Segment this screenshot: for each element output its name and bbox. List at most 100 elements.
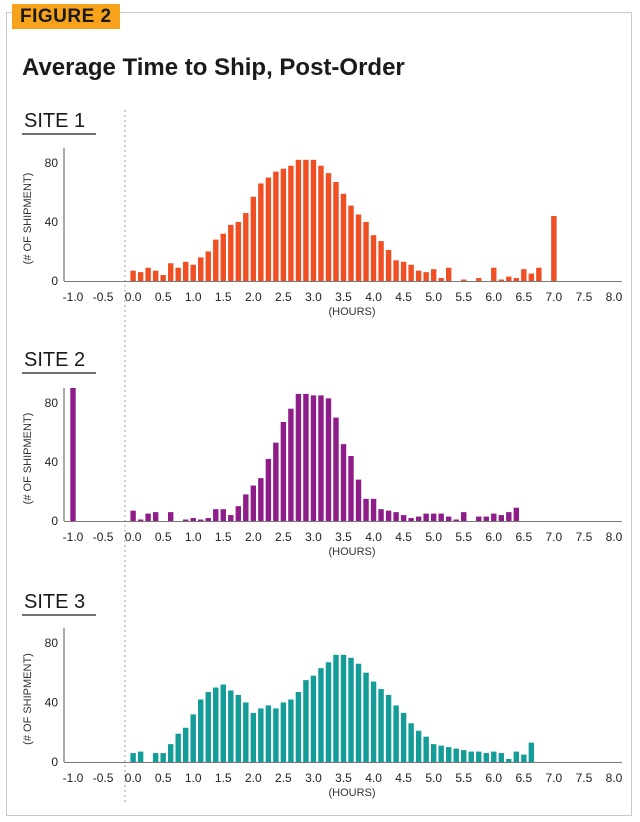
- site-2-bar: [258, 478, 264, 521]
- site-1-bar: [145, 267, 151, 281]
- site-2-bar: [400, 515, 407, 521]
- site-2-x-tick-label: 0.5: [155, 530, 172, 544]
- site-1-x-tick-label: 0.0: [125, 290, 142, 304]
- site-1-bar: [235, 221, 242, 281]
- site-2-bar: [288, 408, 294, 521]
- site-3-bar: [175, 733, 181, 762]
- site-1-bar: [363, 221, 369, 281]
- site-3-bar: [190, 714, 196, 762]
- site-3-x-tick-label: 0.5: [155, 771, 172, 785]
- site-2-x-tick-label: 0.0: [125, 530, 142, 544]
- site-1-bar: [303, 159, 309, 281]
- site-3-x-axis-label: (HOURS): [328, 787, 375, 799]
- site-3-bar: [385, 695, 392, 762]
- site-1-bar: [551, 215, 557, 281]
- site-1-x-tick-label: -0.5: [93, 290, 114, 304]
- site-3-bar: [438, 745, 444, 762]
- site-2-bar: [145, 513, 151, 521]
- site-1-x-tick-label: 5.0: [425, 290, 442, 304]
- site-3-x-tick-label: 1.0: [185, 771, 202, 785]
- site-1-bar: [438, 278, 444, 281]
- site-1-x-tick-label: 6.5: [515, 290, 532, 304]
- site-2-bar: [130, 510, 136, 521]
- site-3-bar: [205, 692, 211, 762]
- site-1-bar: [288, 165, 294, 281]
- site-2-bar: [438, 513, 444, 521]
- site-3-bar: [408, 723, 414, 762]
- site-3-bar: [250, 712, 257, 762]
- site-3-bar: [183, 727, 189, 762]
- site-2-bar: [137, 519, 144, 521]
- site-2-bar: [295, 393, 302, 521]
- site-2-x-tick-label: 8.0: [606, 530, 623, 544]
- site-3-x-tick-label: 1.5: [215, 771, 232, 785]
- site-2-x-tick-label: 7.0: [546, 530, 563, 544]
- site-3-bar: [355, 663, 362, 762]
- site-2-bar: [340, 444, 347, 521]
- site-1-bar: [258, 183, 264, 281]
- site-2-bar: [378, 509, 384, 521]
- site-2-bar: [205, 518, 211, 521]
- site-1-bar: [220, 233, 226, 281]
- site-1-title: SITE 1: [24, 110, 85, 132]
- site-1-x-tick-label: 5.5: [455, 290, 472, 304]
- site-2-bar: [430, 513, 437, 521]
- site-3-bar: [445, 747, 452, 762]
- site-1-x-tick-label: 4.0: [365, 290, 382, 304]
- site-3-x-tick-label: 4.5: [395, 771, 412, 785]
- site-2-bar: [491, 513, 497, 521]
- site-3-y-axis-label: (# OF SHIPMENT): [22, 653, 34, 745]
- figure-frame: [6, 12, 632, 816]
- site-2-bar: [363, 498, 369, 521]
- site-3-bar: [198, 699, 204, 762]
- site-2-bar: [385, 510, 392, 521]
- site-1-bar: [160, 275, 166, 281]
- site-1-bar: [183, 261, 189, 281]
- site-1-bar: [506, 276, 512, 281]
- site-3-bar: [213, 687, 219, 762]
- site-1-x-tick-label: 6.0: [485, 290, 502, 304]
- site-2-y-tick-label: 0: [51, 514, 58, 528]
- site-2-bar: [152, 512, 159, 521]
- site-3-bar: [430, 744, 437, 762]
- site-3-bar: [167, 744, 174, 762]
- site-2-bar: [476, 516, 482, 521]
- site-2-bar: [303, 393, 309, 521]
- site-3-bar: [348, 657, 354, 762]
- site-3-bar: [243, 702, 249, 762]
- site-2-bar: [280, 421, 287, 521]
- site-1-x-tick-label: 7.0: [546, 290, 563, 304]
- site-3-y-tick-label: 40: [45, 695, 59, 709]
- site-1-bar: [152, 270, 159, 281]
- site-2-bar: [415, 516, 422, 521]
- site-1-bar: [273, 171, 279, 281]
- site-3-x-tick-label: 7.0: [546, 771, 563, 785]
- site-3-bar: [340, 654, 347, 762]
- site-3-bar: [288, 699, 294, 762]
- site-2-bar: [513, 507, 520, 521]
- site-1-x-tick-label: 3.5: [335, 290, 352, 304]
- site-2-x-tick-label: 4.0: [365, 530, 382, 544]
- site-3-x-tick-label: 0.0: [125, 771, 142, 785]
- site-2-bar: [498, 515, 504, 521]
- site-3-x-tick-label: 3.5: [335, 771, 352, 785]
- site-3-bar: [303, 680, 309, 762]
- site-2-bar: [318, 395, 324, 521]
- site-3-bar: [295, 692, 302, 762]
- site-3-x-tick-label: 4.0: [365, 771, 382, 785]
- site-1-bar: [498, 279, 504, 281]
- site-2-title: SITE 2: [24, 349, 85, 371]
- site-3-bar: [423, 736, 429, 762]
- site-2-bar: [325, 398, 332, 521]
- site-3-bar: [310, 675, 317, 762]
- site-3-x-tick-label: -1.0: [63, 771, 84, 785]
- site-3-bar: [506, 759, 512, 762]
- site-1-bar: [325, 173, 332, 281]
- site-1-y-tick-label: 40: [45, 215, 59, 229]
- site-1-bar: [528, 273, 535, 281]
- site-2-x-tick-label: 2.5: [275, 530, 292, 544]
- site-1-bar: [348, 205, 354, 281]
- site-3-bar: [333, 654, 339, 762]
- site-1-x-tick-label: 1.5: [215, 290, 232, 304]
- site-3-bar: [258, 708, 264, 762]
